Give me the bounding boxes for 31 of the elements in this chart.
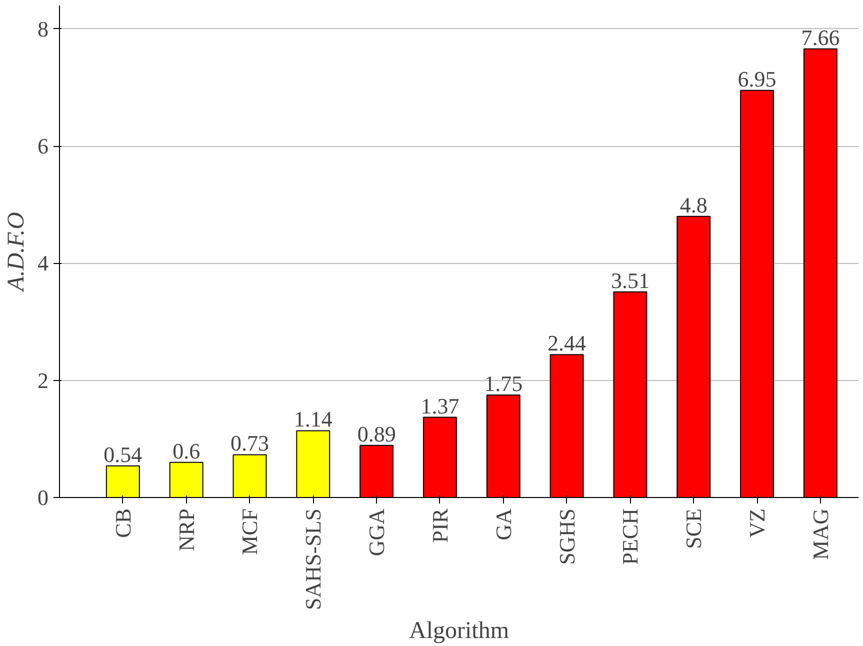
x-tick-label: GGA [364,508,390,556]
data-label: 4.8 [680,192,708,218]
x-tick-label: VZ [744,508,770,538]
x-tick-label: NRP [174,508,199,552]
y-tick-label: 2 [38,368,48,393]
data-label: 1.75 [484,371,523,396]
y-tick-label: 4 [38,250,48,276]
x-tick-label: CB [110,508,136,538]
data-label: 0.6 [172,438,200,464]
x-tick-label: SAHS-SLS [300,508,326,610]
data-label: 7.66 [801,24,840,50]
data-label: 0.54 [104,442,142,467]
x-tick-label: PIR [427,508,452,543]
data-label: 0.89 [357,421,396,446]
y-axis-title: A.D.F.O [4,212,30,293]
x-tick-label: SGHS [554,508,580,565]
data-label: 1.37 [420,393,460,418]
data-label: 6.95 [738,66,776,92]
x-tick-label: PECH [618,508,643,565]
data-label: 1.14 [294,406,332,432]
x-axis-title: Algorithm [409,618,510,644]
x-tick-label: SCE [681,508,706,549]
y-tick-label: 8 [38,16,48,42]
data-label: 2.44 [548,330,586,356]
data-label: 3.51 [610,268,650,293]
y-tick-label: 0 [38,485,48,510]
y-tick-label: 6 [38,134,48,159]
data-label: 0.73 [230,430,269,456]
x-tick-label: MCF [237,508,262,555]
x-tick-label: MAG [808,508,833,560]
x-tick-label: GA [490,508,516,540]
